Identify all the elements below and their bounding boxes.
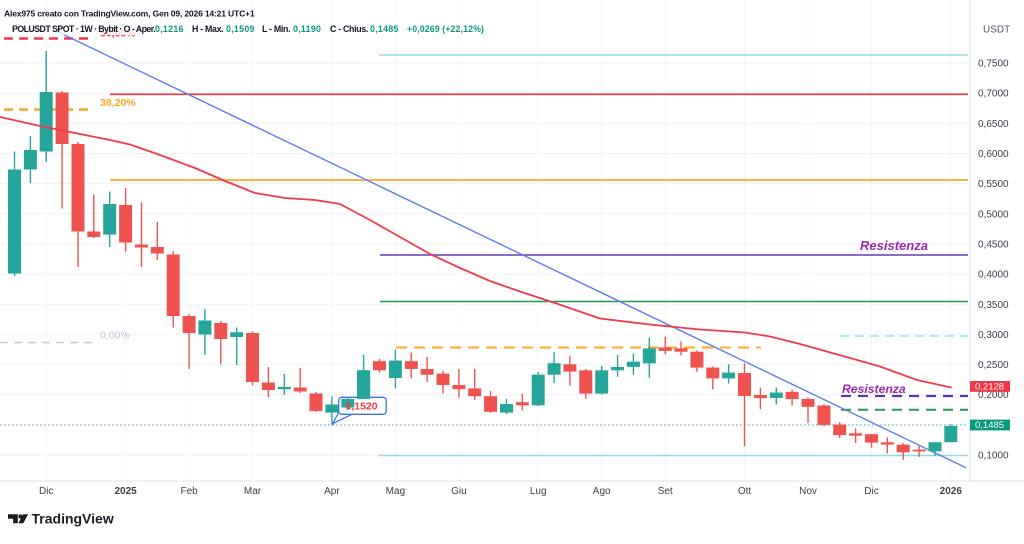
svg-text:Lug: Lug [530,486,547,497]
svg-text:Feb: Feb [180,486,198,497]
svg-text:2025: 2025 [114,486,137,497]
svg-text:0,3500: 0,3500 [978,300,1009,311]
svg-text:Dic: Dic [39,486,53,497]
svg-text:0,00%: 0,00% [100,330,130,342]
svg-text:2026: 2026 [940,486,963,497]
svg-text:Set: Set [658,486,673,497]
svg-text:C - Chius.: C - Chius. [330,24,368,34]
svg-text:USDT: USDT [983,25,1010,36]
svg-text:Mag: Mag [386,486,405,497]
svg-text:0,5500: 0,5500 [978,179,1009,190]
svg-text:Alex975 creato con TradingView: Alex975 creato con TradingView.com, Gen … [4,9,255,19]
svg-text:0,1216: 0,1216 [155,24,184,34]
svg-text:38,20%: 38,20% [100,97,136,109]
svg-text:0,1520: 0,1520 [346,401,378,413]
svg-text:0,1509: 0,1509 [226,24,255,34]
svg-text:TradingView: TradingView [32,511,114,527]
svg-text:0,2000: 0,2000 [978,390,1009,401]
svg-text:0,1000: 0,1000 [978,451,1009,462]
svg-text:Apr: Apr [324,486,340,497]
svg-text:0,1485: 0,1485 [370,24,399,34]
svg-text:+0,0269 (+22,12%): +0,0269 (+22,12%) [407,24,484,34]
svg-text:0,1190: 0,1190 [293,24,321,34]
svg-text:Ott: Ott [738,486,752,497]
svg-text:0,7500: 0,7500 [978,59,1009,70]
svg-text:POLUSDT SPOT · 1W · Bybit · O: POLUSDT SPOT · 1W · Bybit · O - Aper. [12,24,155,34]
svg-text:Resistenza: Resistenza [860,238,928,253]
svg-text:0,2500: 0,2500 [978,360,1009,371]
svg-text:Dic: Dic [864,486,878,497]
svg-text:Mar: Mar [244,486,262,497]
svg-text:0,4000: 0,4000 [978,270,1009,281]
svg-text:0,6000: 0,6000 [978,149,1009,160]
svg-text:L - Min.: L - Min. [262,24,290,34]
svg-text:0,3000: 0,3000 [978,330,1009,341]
svg-text:Giu: Giu [451,486,467,497]
svg-text:0,1485: 0,1485 [975,420,1004,431]
svg-text:Nov: Nov [799,486,817,497]
svg-text:0,6500: 0,6500 [978,119,1009,130]
svg-text:Ago: Ago [593,486,611,497]
svg-text:0,5000: 0,5000 [978,209,1009,220]
svg-text:0,4500: 0,4500 [978,239,1009,250]
svg-text:H - Max.: H - Max. [192,24,223,34]
svg-text:Resistenza: Resistenza [842,382,906,396]
svg-text:0,2128: 0,2128 [975,382,1004,393]
svg-text:0,7000: 0,7000 [978,89,1009,100]
